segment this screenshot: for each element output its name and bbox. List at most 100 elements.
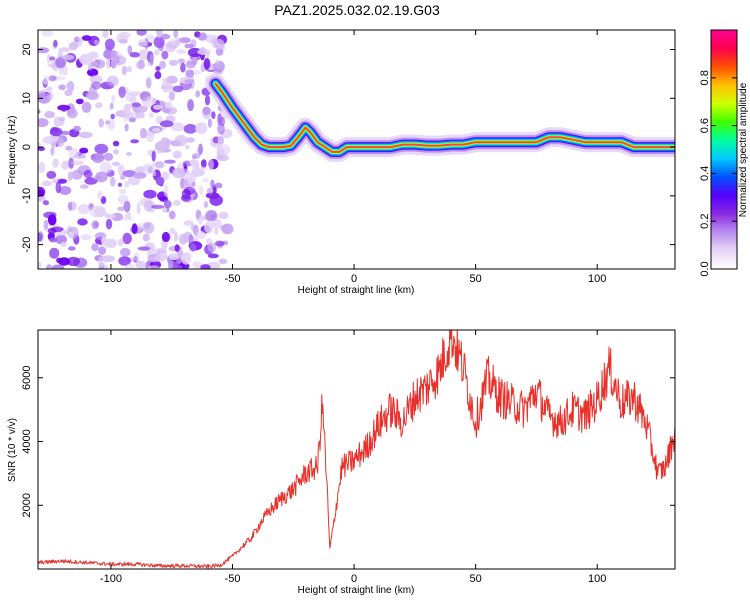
noise-blob xyxy=(46,170,57,179)
noise-blob xyxy=(173,30,179,39)
noise-blob xyxy=(142,163,156,175)
noise-blob xyxy=(216,144,231,156)
noise-blob xyxy=(204,221,214,234)
noise-blob xyxy=(210,179,215,189)
noise-blob xyxy=(123,200,131,213)
noise-blob xyxy=(164,101,173,109)
noise-blob xyxy=(191,153,201,159)
y-tick-label: 2000 xyxy=(21,493,33,517)
noise-blob xyxy=(129,52,140,58)
noise-blob xyxy=(139,91,148,101)
x-tick-label: 50 xyxy=(470,573,482,585)
snr-x-ticks: -100 -50 0 50 100 xyxy=(100,330,606,585)
noise-blob xyxy=(172,150,182,159)
noise-blob xyxy=(46,264,53,269)
snr-y-ticks: 2000 4000 6000 xyxy=(21,366,675,518)
noise-blob xyxy=(66,108,78,119)
noise-blob xyxy=(214,227,219,235)
noise-blob xyxy=(176,49,186,54)
noise-blob xyxy=(47,54,52,64)
snr-frame xyxy=(37,329,676,570)
noise-blob xyxy=(156,30,163,38)
noise-blob xyxy=(195,122,208,135)
noise-blob xyxy=(212,63,223,70)
noise-blob xyxy=(119,247,131,257)
noise-blob xyxy=(68,231,74,238)
noise-blob xyxy=(66,256,81,267)
noise-blob xyxy=(105,57,111,69)
noise-blob xyxy=(110,50,118,60)
colorbar-label: Normalized spectral amplitude xyxy=(738,82,749,217)
noise-blob xyxy=(214,39,225,50)
noise-blob xyxy=(122,111,129,123)
colorbar-ticks: 0.0 0.2 0.4 0.6 0.8 xyxy=(699,70,737,277)
noise-blob xyxy=(159,120,174,128)
noise-blob xyxy=(184,43,195,49)
y-tick-label: 4000 xyxy=(21,429,33,453)
x-tick-label: 100 xyxy=(588,573,606,585)
x-tick-label: -50 xyxy=(225,573,241,585)
noise-blob xyxy=(68,201,73,211)
noise-blob xyxy=(111,161,121,166)
noise-blob xyxy=(214,182,223,189)
noise-blob xyxy=(204,94,211,106)
noise-blob xyxy=(47,214,57,226)
noise-blob xyxy=(38,142,41,147)
noise-blob xyxy=(61,54,74,60)
noise-blob xyxy=(71,160,84,166)
noise-blob xyxy=(206,237,212,244)
spectrogram-signal-track xyxy=(205,73,675,162)
noise-blob xyxy=(55,181,62,194)
noise-blob xyxy=(197,32,207,41)
noise-blob xyxy=(119,175,126,180)
spectrogram-y-ticks: -20 -10 0 10 20 xyxy=(21,43,675,253)
noise-blob xyxy=(94,143,109,154)
noise-blob xyxy=(135,261,147,269)
noise-blob xyxy=(155,176,165,186)
noise-blob xyxy=(121,65,127,76)
noise-blob xyxy=(168,210,176,220)
noise-blob xyxy=(203,200,209,209)
noise-blob xyxy=(91,220,99,230)
noise-blob xyxy=(196,231,206,239)
noise-blob xyxy=(161,231,170,243)
noise-blob xyxy=(103,213,111,218)
noise-blob xyxy=(169,91,175,101)
noise-blob xyxy=(163,184,169,197)
noise-blob xyxy=(62,65,68,76)
x-tick-label: -50 xyxy=(225,273,241,285)
noise-blob xyxy=(43,200,49,206)
y-tick-label: 6000 xyxy=(21,366,33,390)
noise-blob xyxy=(131,102,141,108)
noise-blob xyxy=(106,75,119,87)
noise-blob xyxy=(155,66,161,71)
y-tick-label: -10 xyxy=(21,188,33,204)
noise-blob xyxy=(155,161,165,169)
noise-blob xyxy=(41,30,53,37)
noise-blob xyxy=(103,152,114,161)
noise-blob xyxy=(38,109,41,114)
noise-blob xyxy=(57,178,68,184)
noise-blob xyxy=(208,159,214,171)
noise-blob xyxy=(149,53,154,66)
noise-blob xyxy=(153,36,165,49)
noise-blob xyxy=(143,200,154,212)
noise-blob xyxy=(160,33,171,40)
noise-blob xyxy=(151,204,165,209)
noise-blob xyxy=(75,98,84,105)
noise-blob xyxy=(110,113,115,120)
noise-blob xyxy=(154,254,166,262)
noise-blob xyxy=(124,123,129,132)
noise-blob xyxy=(168,59,179,66)
noise-blob xyxy=(195,90,201,98)
noise-blob xyxy=(124,212,132,219)
noise-blob xyxy=(42,180,52,187)
noise-blob xyxy=(180,62,186,73)
noise-blob xyxy=(217,136,225,145)
noise-blob xyxy=(128,91,141,97)
noise-blob xyxy=(112,140,120,147)
x-tick-label: 0 xyxy=(351,273,357,285)
noise-blob xyxy=(192,261,203,268)
noise-blob xyxy=(153,49,160,56)
